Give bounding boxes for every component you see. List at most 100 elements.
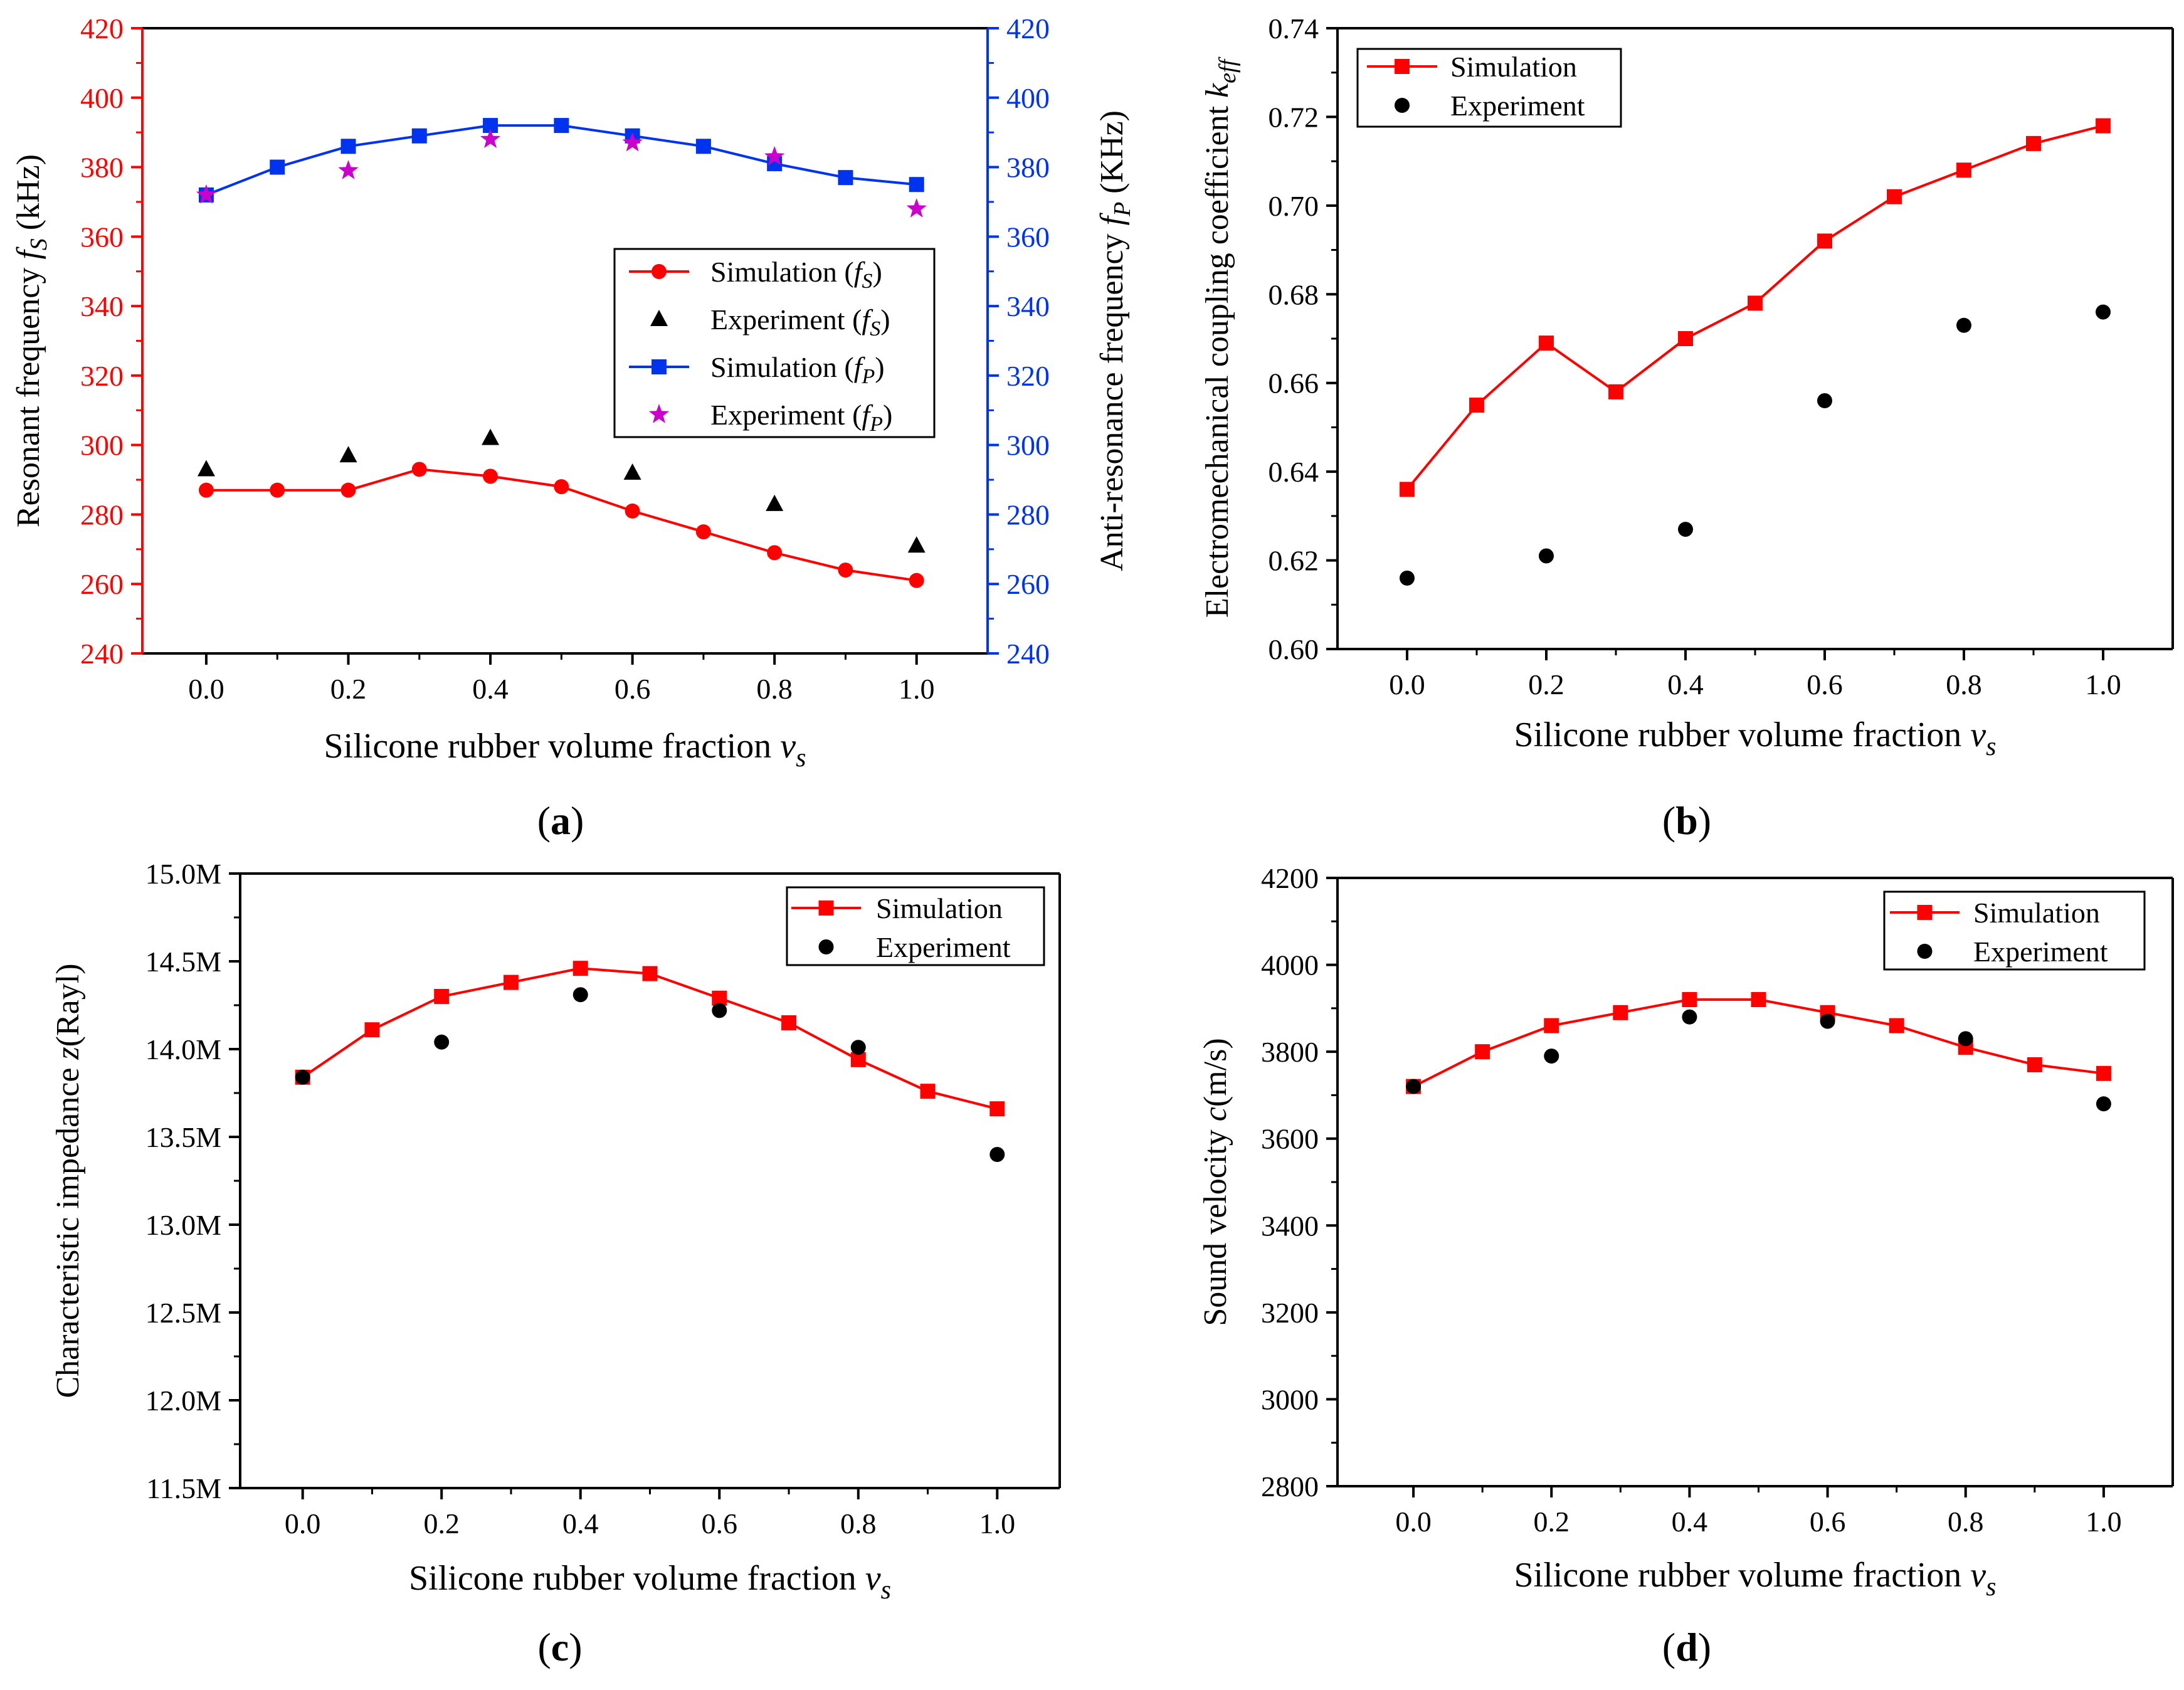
legend-label: Experiment bbox=[876, 931, 1011, 963]
y2-tick-label: 300 bbox=[1006, 430, 1050, 462]
data-point bbox=[1682, 992, 1697, 1007]
series-simulation-s bbox=[198, 462, 924, 588]
data-point bbox=[850, 1040, 866, 1055]
data-point bbox=[1817, 233, 1832, 249]
x-tick-label: 0.2 bbox=[423, 1508, 460, 1539]
chart-panel-a: 0.0 0.2 0.4 0.6 0.8 1.0 240 260 280 300 320 340 360 3… bbox=[11, 13, 1136, 843]
y-tick-label: 3800 bbox=[1261, 1036, 1319, 1068]
legend-marker bbox=[818, 900, 834, 916]
legend-box bbox=[613, 248, 936, 438]
y-tick-label: 360 bbox=[80, 221, 124, 253]
data-point bbox=[1475, 1044, 1490, 1060]
y-tick-label: 4000 bbox=[1261, 949, 1319, 981]
legend: Simulation Experiment bbox=[1356, 48, 1622, 128]
data-point bbox=[198, 482, 214, 498]
x-tick-label: 0.0 bbox=[1389, 668, 1425, 700]
data-point bbox=[1958, 1031, 1973, 1047]
legend-label: Experiment bbox=[1450, 90, 1585, 122]
panel-caption: (c) bbox=[537, 1625, 582, 1669]
data-point bbox=[554, 118, 569, 134]
y2-tick-label: 380 bbox=[1006, 152, 1050, 184]
series-simulation-p bbox=[198, 118, 924, 203]
y-tick-label: 12.5M bbox=[145, 1297, 221, 1329]
data-point bbox=[1400, 482, 1415, 497]
data-point bbox=[695, 139, 711, 154]
y-tick-label: 3200 bbox=[1261, 1297, 1319, 1329]
chart-panel-b: 0.0 0.2 0.4 0.6 0.8 1.0 0.60 0.62 0.64 0.66 0.68 0.… bbox=[1200, 13, 2174, 843]
legend: Simulation (fS) Experiment (fS) Simulation… bbox=[613, 248, 936, 438]
y-axis-title: Electromechanical coupling coefficient k… bbox=[1200, 56, 1241, 618]
legend-marker bbox=[1917, 905, 1933, 920]
y-tick-label: 0.64 bbox=[1269, 456, 1319, 488]
data-point bbox=[1682, 1009, 1697, 1025]
data-point bbox=[503, 974, 519, 990]
series-line bbox=[1413, 998, 2104, 1088]
x-axis-title: Silicone rubber volume fraction vs bbox=[1514, 716, 1997, 761]
legend-label: Simulation bbox=[1450, 51, 1577, 83]
series-simulation bbox=[295, 961, 1005, 1117]
x-tick-label: 0.6 bbox=[702, 1508, 738, 1539]
x-tick-label: 0.0 bbox=[285, 1508, 321, 1539]
series-experiment bbox=[295, 987, 1005, 1162]
y-axis-title: Resonant frequency fS (kHz) bbox=[11, 154, 52, 527]
data-point bbox=[482, 428, 500, 445]
data-point bbox=[483, 468, 499, 484]
data-point bbox=[196, 184, 217, 204]
legend-marker bbox=[652, 359, 667, 374]
data-point bbox=[1817, 393, 1832, 408]
series-simulation bbox=[1400, 118, 2111, 497]
y-tick-label: 0.60 bbox=[1269, 633, 1319, 665]
x-tick-label: 0.2 bbox=[1534, 1506, 1570, 1538]
x-tick-label: 0.8 bbox=[1946, 668, 1982, 700]
y-tick-label: 260 bbox=[80, 568, 124, 600]
series-experiment-s bbox=[197, 428, 926, 553]
y2-tick-label: 360 bbox=[1006, 221, 1050, 253]
data-point bbox=[197, 460, 215, 477]
x-tick-label: 0.0 bbox=[1395, 1506, 1432, 1538]
x-tick-label: 0.4 bbox=[1672, 1506, 1708, 1538]
data-point bbox=[1751, 992, 1766, 1007]
data-point bbox=[1406, 1079, 1422, 1094]
data-point bbox=[2026, 135, 2041, 151]
y2-tick-label: 400 bbox=[1006, 82, 1050, 114]
panel-caption: (a) bbox=[537, 798, 584, 843]
data-point bbox=[1608, 384, 1623, 399]
data-point bbox=[364, 1022, 380, 1038]
y2-axis-title: Anti-resonance frequency fP (KHz) bbox=[1094, 110, 1136, 571]
data-point bbox=[920, 1084, 936, 1099]
data-point bbox=[1678, 522, 1693, 537]
data-point bbox=[712, 1003, 727, 1018]
y-tick-label: 13.5M bbox=[145, 1121, 221, 1153]
y2-tick-label: 320 bbox=[1006, 360, 1050, 392]
y2-tick-label: 340 bbox=[1006, 290, 1050, 322]
data-point bbox=[838, 170, 853, 186]
x-tick-label: 1.0 bbox=[2086, 1506, 2122, 1538]
data-point bbox=[766, 494, 784, 511]
data-point bbox=[1748, 295, 1763, 311]
data-point bbox=[1678, 331, 1693, 346]
data-point bbox=[767, 545, 783, 561]
data-point bbox=[989, 1101, 1005, 1117]
legend-label: Experiment (fP) bbox=[710, 399, 892, 436]
data-point bbox=[480, 129, 501, 148]
legend-marker bbox=[648, 404, 670, 423]
series-line bbox=[206, 124, 917, 196]
legend-marker bbox=[652, 264, 667, 279]
x-tick-label: 1.0 bbox=[899, 673, 935, 705]
chart-panel-c: 0.0 0.2 0.4 0.6 0.8 1.0 11.5M 12.0M 12.5M 13.0M 13… bbox=[50, 858, 1061, 1669]
legend-label: Simulation (fP) bbox=[710, 351, 885, 388]
chart-panel-d: 0.0 0.2 0.4 0.6 0.8 1.0 2800 3000 3200 3400 3600 38… bbox=[1198, 862, 2174, 1669]
x-tick-label: 0.6 bbox=[1810, 1506, 1846, 1538]
data-point bbox=[1613, 1005, 1628, 1020]
x-tick-label: 0.8 bbox=[1948, 1506, 1984, 1538]
data-point bbox=[338, 160, 359, 179]
y-tick-label: 4200 bbox=[1261, 862, 1319, 894]
legend-label: Experiment (fS) bbox=[710, 304, 890, 341]
data-point bbox=[2096, 1065, 2111, 1081]
y-tick-label: 3400 bbox=[1261, 1210, 1319, 1242]
legend-marker bbox=[1395, 98, 1410, 113]
x-tick-label: 0.4 bbox=[562, 1508, 599, 1539]
legend-label: Simulation bbox=[1973, 897, 2100, 929]
data-point bbox=[695, 524, 711, 540]
